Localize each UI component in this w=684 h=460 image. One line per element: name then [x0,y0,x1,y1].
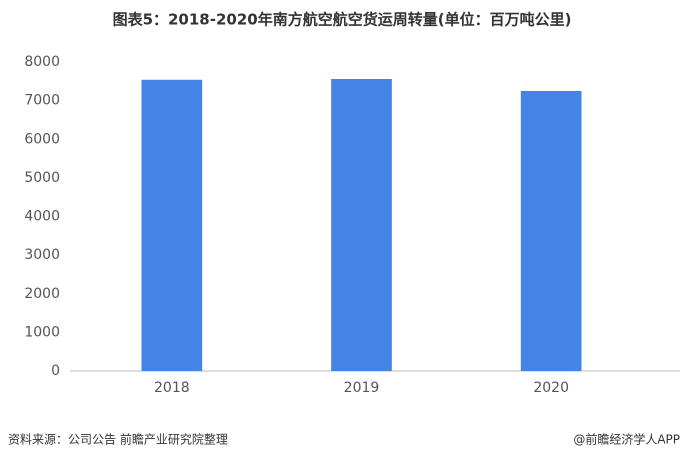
x-tick-label: 2019 [344,380,380,396]
y-tick-label: 3000 [24,247,60,263]
credit: @前瞻经济学人APP [573,432,680,447]
y-tick-label: 8000 [24,54,60,70]
chart-title: 图表5：2018-2020年南方航空航空货运周转量(单位：百万吨公里) [113,11,572,29]
bar [520,90,582,371]
bar [331,78,392,372]
y-tick-label: 6000 [24,131,60,147]
y-tick-label: 7000 [24,93,60,109]
bar [141,79,203,371]
x-tick-label: 2018 [154,380,190,396]
y-tick-label: 5000 [24,170,60,186]
y-tick-label: 0 [51,363,60,379]
y-tick-label: 2000 [24,286,60,302]
source-note: 资料来源：公司公告 前瞻产业研究院整理 [8,432,228,447]
y-tick-label: 1000 [24,324,60,340]
x-tick-label: 2020 [533,380,569,396]
y-tick-label: 4000 [24,209,60,225]
